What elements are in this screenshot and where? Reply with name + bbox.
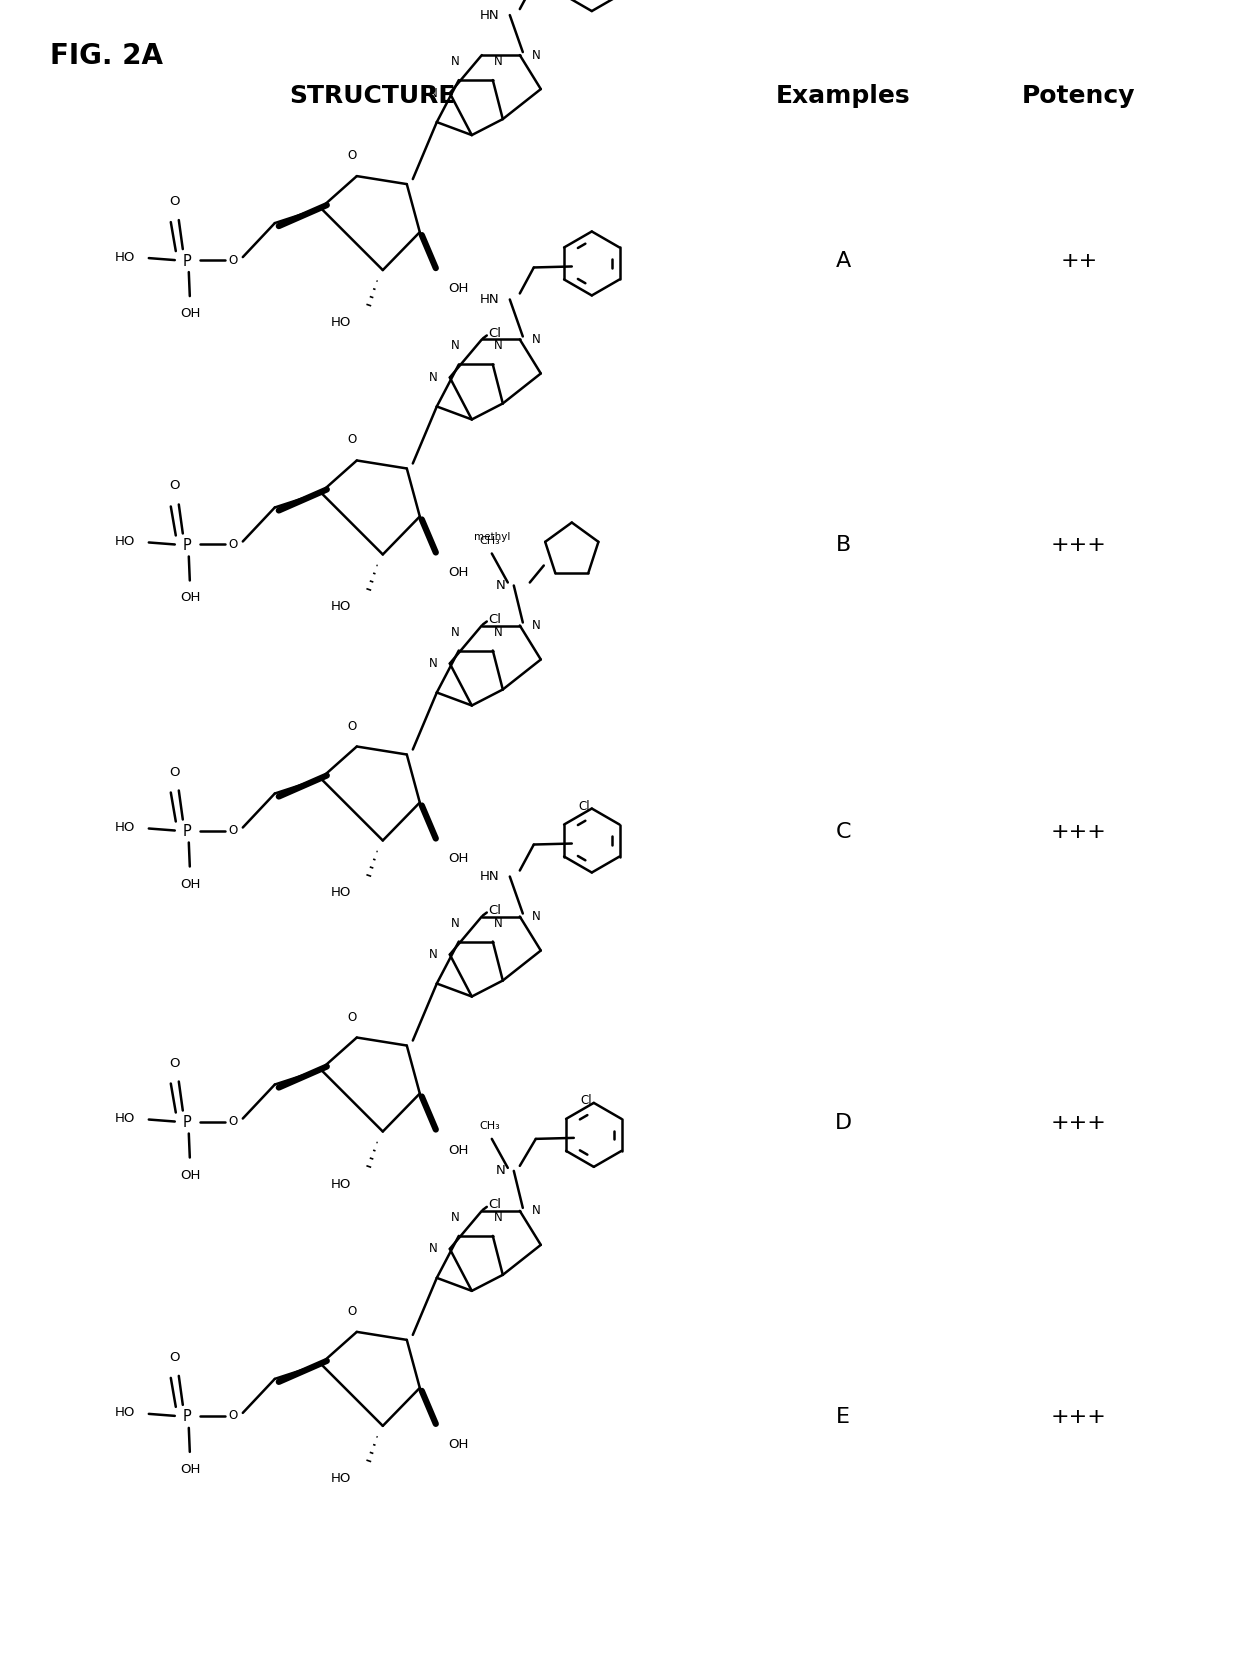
Text: HO: HO	[114, 535, 135, 549]
Text: ++: ++	[1060, 251, 1097, 271]
Text: O: O	[347, 1305, 356, 1317]
Text: N: N	[532, 48, 541, 62]
Text: +++: +++	[1050, 535, 1107, 555]
Text: CH₃: CH₃	[480, 535, 500, 545]
Text: HO: HO	[330, 600, 351, 614]
Text: HO: HO	[330, 316, 351, 329]
Text: OH: OH	[448, 853, 469, 865]
Text: HO: HO	[330, 1177, 351, 1191]
Text: O: O	[229, 823, 238, 836]
Text: N: N	[532, 910, 541, 923]
Text: O: O	[170, 195, 180, 208]
Text: E: E	[836, 1407, 851, 1427]
Text: O: O	[229, 1114, 238, 1128]
Text: O: O	[170, 479, 180, 492]
Text: OH: OH	[181, 592, 201, 604]
Text: O: O	[170, 1350, 180, 1364]
Text: Cl: Cl	[487, 1199, 501, 1211]
Text: O: O	[347, 150, 356, 161]
Text: O: O	[170, 765, 180, 778]
Text: N: N	[494, 55, 502, 68]
Text: HO: HO	[114, 1113, 135, 1126]
Text: Cl: Cl	[578, 800, 590, 813]
Text: N: N	[494, 625, 502, 639]
Text: HN: HN	[480, 293, 500, 306]
Text: O: O	[347, 1011, 356, 1023]
Text: +++: +++	[1050, 1113, 1107, 1133]
Text: OH: OH	[181, 1463, 201, 1475]
Text: CH₃: CH₃	[480, 1121, 500, 1131]
Text: O: O	[229, 1409, 238, 1422]
Text: STRUCTURE: STRUCTURE	[289, 85, 455, 108]
Text: N: N	[450, 339, 459, 353]
Text: N: N	[429, 86, 438, 100]
Text: O: O	[347, 720, 356, 732]
Text: Cl: Cl	[487, 614, 501, 625]
Text: OH: OH	[448, 1144, 469, 1156]
Text: N: N	[494, 916, 502, 930]
Text: OH: OH	[181, 1169, 201, 1181]
Text: N: N	[450, 625, 459, 639]
Text: OH: OH	[181, 308, 201, 319]
Text: Cl: Cl	[487, 905, 501, 916]
Text: HO: HO	[114, 822, 135, 835]
Text: P: P	[182, 823, 191, 840]
Text: N: N	[496, 1164, 506, 1177]
Text: Examples: Examples	[776, 85, 910, 108]
Text: B: B	[836, 535, 851, 555]
Text: P: P	[182, 253, 191, 269]
Text: O: O	[229, 537, 238, 550]
Text: N: N	[450, 55, 459, 68]
Text: N: N	[494, 339, 502, 353]
Text: N: N	[532, 619, 541, 632]
Text: P: P	[182, 537, 191, 554]
Text: N: N	[532, 333, 541, 346]
Text: Cl: Cl	[487, 328, 501, 339]
Text: OH: OH	[181, 878, 201, 890]
Text: Potency: Potency	[1022, 85, 1136, 108]
Text: N: N	[532, 1204, 541, 1217]
Text: P: P	[182, 1409, 191, 1425]
Text: N: N	[429, 657, 438, 670]
Text: +++: +++	[1050, 822, 1107, 841]
Text: P: P	[182, 1114, 191, 1131]
Text: OH: OH	[448, 1438, 469, 1450]
Text: N: N	[429, 371, 438, 384]
Text: N: N	[429, 1242, 438, 1256]
Text: HO: HO	[114, 251, 135, 264]
Text: O: O	[347, 434, 356, 446]
Text: O: O	[170, 1056, 180, 1069]
Text: HN: HN	[480, 8, 500, 22]
Text: N: N	[450, 916, 459, 930]
Text: Cl: Cl	[580, 1094, 591, 1108]
Text: +++: +++	[1050, 1407, 1107, 1427]
Text: A: A	[836, 251, 851, 271]
Text: OH: OH	[448, 283, 469, 294]
Text: O: O	[229, 253, 238, 266]
Text: N: N	[429, 948, 438, 961]
Text: FIG. 2A: FIG. 2A	[50, 42, 162, 70]
Text: HO: HO	[330, 1472, 351, 1485]
Text: methyl: methyl	[474, 532, 510, 542]
Text: OH: OH	[448, 567, 469, 579]
Text: N: N	[496, 579, 506, 592]
Text: HN: HN	[480, 870, 500, 883]
Text: N: N	[494, 1211, 502, 1224]
Text: N: N	[450, 1211, 459, 1224]
Text: HO: HO	[330, 886, 351, 900]
Text: C: C	[836, 822, 851, 841]
Text: HO: HO	[114, 1407, 135, 1420]
Text: D: D	[835, 1113, 852, 1133]
